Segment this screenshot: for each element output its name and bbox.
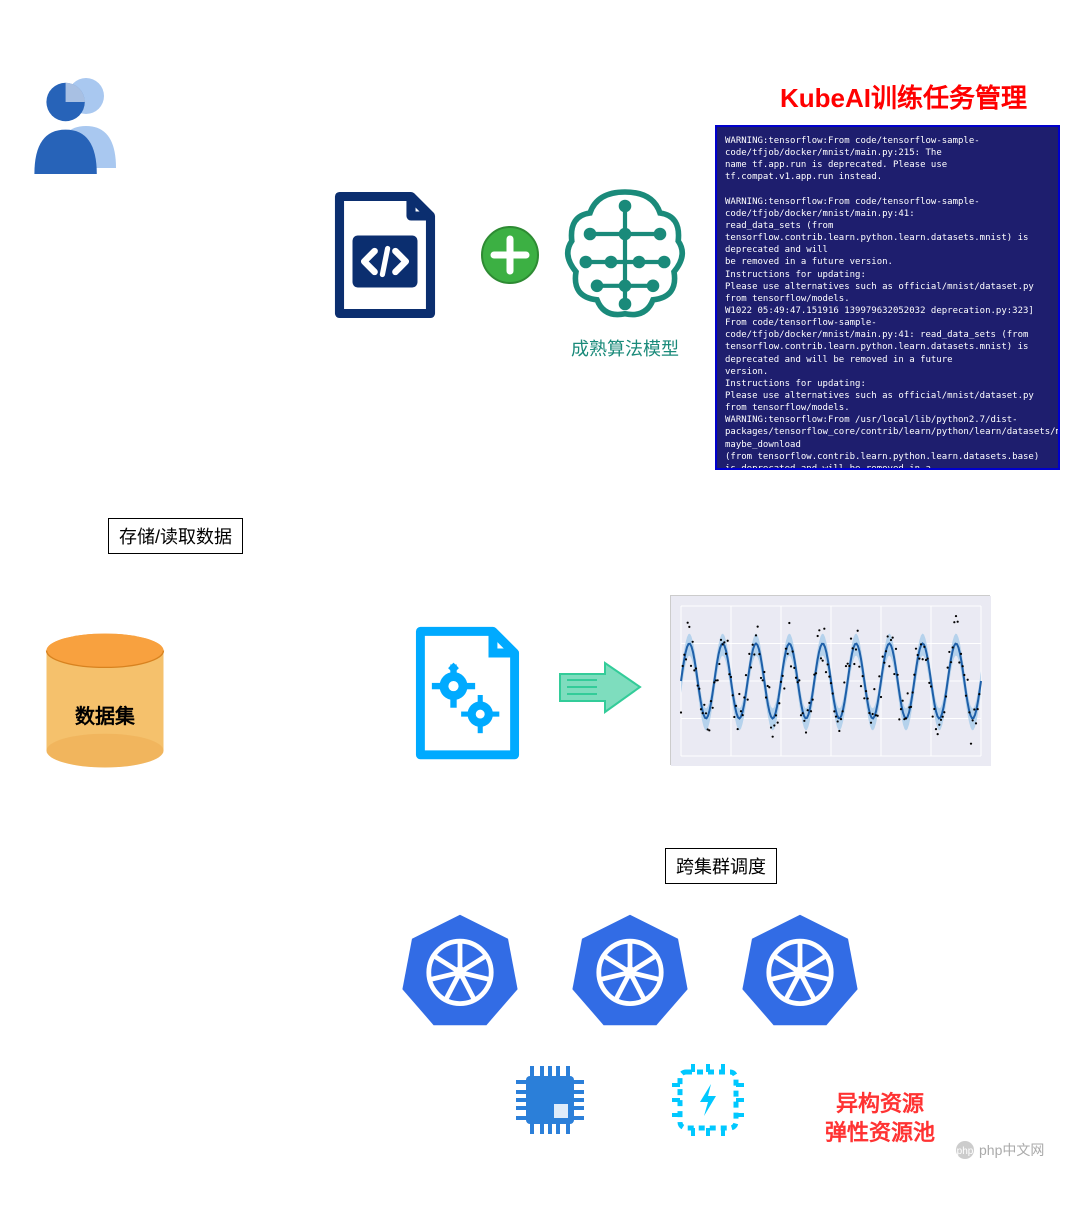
model-label: 成熟算法模型 [560,335,690,361]
plus-icon [480,225,540,290]
resources-label: 异构资源 弹性资源池 [800,1090,960,1147]
brain-circuit-icon [555,185,695,330]
k8s-cluster-2 [570,910,690,1035]
code-file-icon [320,190,450,325]
svg-text:php: php [957,1146,974,1157]
arrow-icon [555,660,645,720]
users-icon [20,60,140,180]
cpu-chip-icon [510,1060,590,1145]
storage-label: 存储/读取数据 [108,518,243,554]
config-file-icon [410,625,525,770]
kubeai-title: KubeAI训练任务管理 [780,78,1027,115]
resources-line2: 弹性资源池 [800,1119,960,1148]
k8s-cluster-3 [740,910,860,1035]
resources-line1: 异构资源 [800,1090,960,1119]
terminal-output: WARNING:tensorflow:From code/tensorflow-… [715,125,1060,470]
watermark: php php中文网 [955,1140,1044,1160]
database-icon: 数据集 [40,630,170,780]
watermark-text: php中文网 [979,1140,1044,1160]
k8s-cluster-1 [400,910,520,1035]
timeseries-chart [670,595,990,765]
gpu-chip-icon [668,1060,748,1145]
scheduling-label: 跨集群调度 [665,848,777,884]
dataset-label: 数据集 [40,700,170,729]
